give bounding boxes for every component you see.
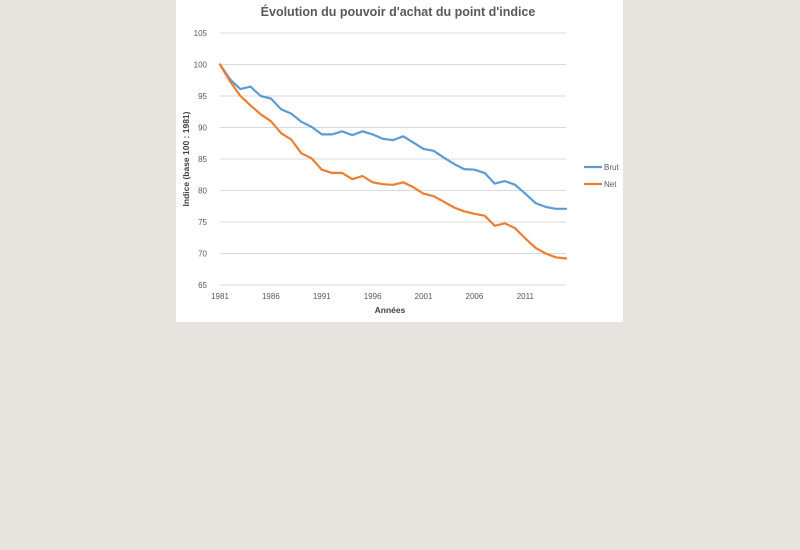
x-tick-labels: 1981 1986 1991 1996 2001 2006 2011 [211,292,534,301]
legend-label-brut: Brut [604,163,619,172]
y-tick-label: 65 [198,281,207,290]
x-tick-label: 2006 [466,292,484,301]
series-lines [218,63,568,260]
y-tick-label: 90 [198,124,207,133]
y-tick-label: 105 [194,29,208,38]
x-tick-label: 1991 [313,292,331,301]
line-chart: Évolution du pouvoir d'achat du point d'… [181,4,619,315]
x-axis-title: Années [375,305,406,315]
y-tick-label: 70 [198,250,207,259]
y-tick-label: 85 [198,155,207,164]
x-tick-label: 1986 [262,292,280,301]
gridlines [220,32,566,286]
series-line-net [218,63,568,260]
y-tick-label: 80 [198,187,207,196]
y-tick-labels: 65 70 75 80 85 90 95 100 105 [194,29,208,290]
legend: Brut Net [584,163,619,189]
chart-title: Évolution du pouvoir d'achat du point d'… [261,4,536,19]
y-axis-title: Indice (base 100 : 1981) [181,111,191,206]
legend-label-net: Net [604,180,617,189]
chart-card: Évolution du pouvoir d'achat du point d'… [176,0,623,322]
x-tick-label: 2001 [415,292,433,301]
series-line-brut [218,63,568,210]
y-tick-label: 95 [198,92,207,101]
y-tick-label: 100 [194,61,208,70]
x-tick-label: 2011 [517,292,535,301]
y-tick-label: 75 [198,218,207,227]
x-tick-label: 1981 [211,292,229,301]
x-tick-label: 1996 [364,292,382,301]
